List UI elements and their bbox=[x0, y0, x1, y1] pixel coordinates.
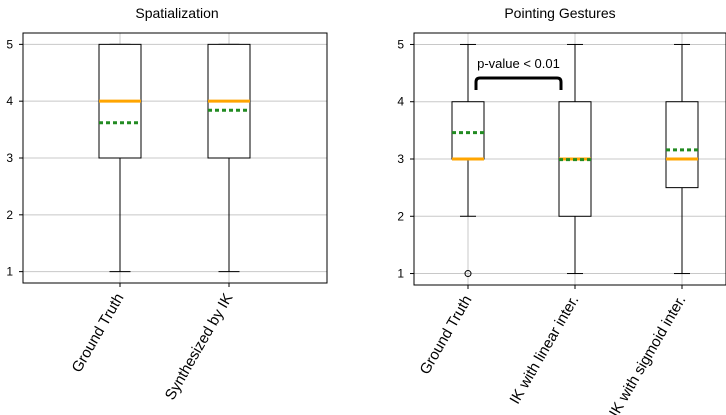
y-tick-label: 3 bbox=[397, 152, 404, 166]
y-tick-label: 3 bbox=[6, 151, 13, 165]
pointing-gestures-boxes bbox=[451, 43, 699, 278]
box-plot bbox=[665, 43, 699, 275]
y-tick-label: 1 bbox=[6, 265, 13, 279]
x-category-label: Synthesized by IK bbox=[162, 291, 237, 403]
spatialization-panel: Spatialization 1 2 3 4 5 Ground Truth Sy… bbox=[6, 5, 328, 403]
p-value-label: p-value < 0.01 bbox=[477, 56, 560, 71]
x-category-label: IK with sigmoid inter. bbox=[606, 293, 690, 415]
significance-annotation: p-value < 0.01 bbox=[474, 56, 563, 90]
y-tick-label: 5 bbox=[397, 37, 404, 51]
x-category-label: Ground Truth bbox=[69, 291, 128, 376]
box-plot bbox=[558, 43, 592, 275]
x-category-label: Ground Truth bbox=[417, 293, 476, 378]
pointing-gestures-title: Pointing Gestures bbox=[504, 5, 615, 21]
y-tick-label: 4 bbox=[6, 94, 13, 108]
spatialization-boxes bbox=[98, 43, 251, 273]
spatialization-title: Spatialization bbox=[135, 5, 218, 21]
significance-bracket bbox=[474, 76, 563, 90]
spatialization-x-ticks: Ground Truth Synthesized by IK bbox=[69, 283, 237, 403]
outlier-point bbox=[464, 270, 472, 278]
pointing-gestures-y-ticks: 1 2 3 4 5 bbox=[397, 37, 414, 281]
box-plot bbox=[207, 43, 251, 273]
pointing-gestures-plot-frame bbox=[413, 32, 726, 286]
spatialization-y-ticks: 1 2 3 4 5 bbox=[6, 37, 23, 279]
spatialization-plot-frame bbox=[22, 32, 328, 284]
y-tick-label: 2 bbox=[397, 209, 404, 223]
pointing-gestures-panel: Pointing Gestures p-value < 0.01 1 2 3 4… bbox=[397, 5, 726, 415]
x-category-label: IK with linear inter. bbox=[506, 293, 582, 408]
y-tick-label: 1 bbox=[397, 267, 404, 281]
y-tick-label: 2 bbox=[6, 208, 13, 222]
pointing-gestures-x-ticks: Ground Truth IK with linear inter. IK wi… bbox=[417, 285, 690, 415]
y-tick-label: 5 bbox=[6, 37, 13, 51]
iqr-box bbox=[665, 101, 699, 189]
spatialization-gridlines bbox=[23, 33, 327, 283]
y-tick-label: 4 bbox=[397, 95, 404, 109]
box-plot bbox=[98, 43, 142, 273]
box-plot bbox=[451, 43, 485, 278]
iqr-box bbox=[451, 101, 485, 160]
